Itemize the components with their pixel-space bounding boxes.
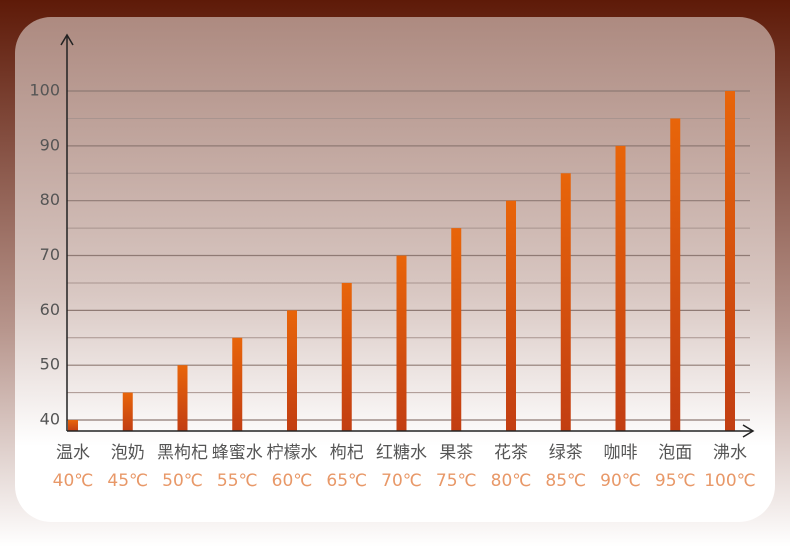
y-tick-label: 40 (40, 410, 60, 429)
value-label: 70℃ (381, 471, 422, 491)
value-label: 45℃ (107, 471, 148, 491)
x-tick-label: 红糖水 (376, 443, 427, 463)
y-axis-arrow (60, 33, 74, 46)
x-tick-label: 咖啡 (604, 443, 638, 463)
y-tick-label: 90 (40, 135, 60, 154)
bar (177, 365, 188, 431)
bar (341, 282, 352, 431)
value-label: 85℃ (545, 471, 586, 491)
value-label: 80℃ (491, 471, 532, 491)
bar (560, 173, 571, 432)
value-label: 60℃ (272, 471, 313, 491)
value-label: 75℃ (436, 471, 477, 491)
bar (396, 255, 407, 431)
bar (287, 310, 297, 431)
x-tick-label: 花茶 (494, 443, 528, 463)
bar (506, 200, 516, 431)
x-tick-label: 泡奶 (111, 443, 145, 463)
x-tick-label: 枸杞 (330, 443, 364, 463)
bar (122, 392, 133, 431)
x-tick-label: 蜂蜜水 (212, 443, 263, 463)
bar (725, 91, 735, 432)
x-tick-label: 柠檬水 (267, 443, 318, 463)
value-label: 50℃ (162, 471, 203, 491)
x-tick-label: 黑枸杞 (157, 443, 208, 463)
y-tick-label: 60 (40, 300, 60, 319)
value-label: 90℃ (600, 471, 641, 491)
bar (451, 228, 462, 431)
x-tick-label: 泡面 (658, 443, 692, 463)
value-label: 40℃ (53, 471, 94, 491)
bar (68, 420, 78, 431)
y-tick-label: 50 (40, 355, 60, 374)
value-label: 55℃ (217, 471, 258, 491)
y-tick-label: 100 (29, 81, 60, 100)
y-tick-label: 70 (40, 245, 60, 264)
value-label: 100℃ (704, 471, 756, 491)
panel (15, 17, 775, 522)
x-tick-label: 果茶 (439, 443, 473, 463)
value-label: 95℃ (655, 471, 696, 491)
x-tick-label: 沸水 (713, 443, 747, 463)
bar (670, 118, 681, 431)
y-tick-label: 80 (40, 190, 60, 209)
bar (615, 145, 626, 431)
value-label: 65℃ (326, 471, 367, 491)
x-axis-arrow (742, 424, 755, 438)
x-tick-label: 绿茶 (549, 443, 583, 463)
x-tick-label: 温水 (56, 443, 90, 463)
bar (232, 337, 243, 431)
